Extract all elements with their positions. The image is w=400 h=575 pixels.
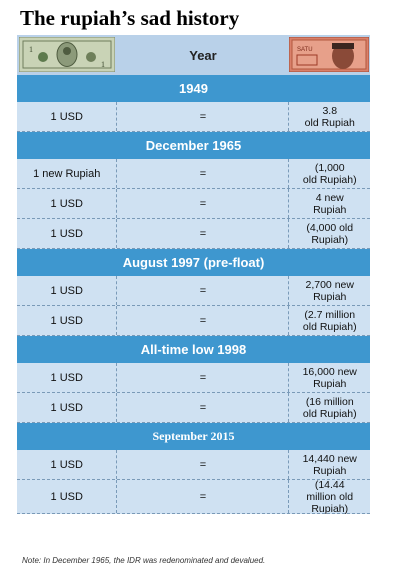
currency-cell: 1 new Rupiah	[17, 159, 118, 188]
value-cell: 14,440 new Rupiah	[302, 452, 357, 477]
exchange-table: 1 1 Year SATU 1949 1 USD = 3.8 old Rupiah De…	[17, 35, 370, 515]
currency-cell: 1 USD	[17, 102, 118, 131]
svg-text:1: 1	[29, 45, 33, 54]
value-cell: (16 million old Rupiah)	[302, 395, 357, 420]
currency-cell: 1 USD	[17, 393, 118, 422]
year-column-header: Year	[189, 47, 217, 63]
currency-cell: 1 USD	[17, 306, 118, 335]
value-cell: (14.44 million old Rupiah)	[306, 478, 354, 515]
equals-cell: =	[117, 306, 290, 335]
value-cell: (1,000 old Rupiah)	[302, 161, 357, 186]
table-row: 1 USD = 3.8 old Rupiah	[17, 102, 370, 132]
currency-cell: 1 USD	[17, 450, 118, 479]
currency-cell: 1 USD	[17, 363, 118, 392]
currency-cell: 1 USD	[17, 480, 118, 513]
value-cell: (4,000 old Rupiah)	[306, 221, 354, 246]
dollar-bill-icon: 1 1	[19, 37, 115, 72]
section-header: 1949	[17, 75, 370, 102]
value-cell: 2,700 new Rupiah	[305, 278, 354, 303]
table-row: 1 new Rupiah = (1,000 old Rupiah)	[17, 159, 370, 189]
currency-cell: 1 USD	[17, 189, 118, 218]
table-row: 1 USD = (16 million old Rupiah)	[17, 393, 370, 423]
equals-cell: =	[117, 276, 290, 305]
equals-cell: =	[117, 450, 290, 479]
table-row: 1 USD = 2,700 new Rupiah	[17, 276, 370, 306]
page-title: The rupiah’s sad history	[20, 6, 240, 30]
table-row: 1 USD = (4,000 old Rupiah)	[17, 219, 370, 249]
equals-cell: =	[117, 189, 290, 218]
rupiah-banknote-icon: SATU	[289, 37, 369, 72]
section-header: All-time low 1998	[17, 336, 370, 363]
table-row: 1 USD = 4 new Rupiah	[17, 189, 370, 219]
section-header: August 1997 (pre-float)	[17, 249, 370, 276]
equals-cell: =	[117, 219, 290, 248]
table-row: 1 USD = 14,440 new Rupiah	[17, 450, 370, 480]
section-header: December 1965	[17, 132, 370, 159]
value-cell: (2.7 million old Rupiah)	[302, 308, 357, 333]
svg-text:SATU: SATU	[297, 47, 313, 53]
equals-cell: =	[117, 159, 290, 188]
equals-cell: =	[117, 480, 290, 513]
svg-text:1: 1	[101, 60, 105, 69]
currency-cell: 1 USD	[17, 219, 118, 248]
section-header: September 2015	[17, 423, 370, 450]
equals-cell: =	[117, 102, 290, 131]
value-cell: 16,000 new Rupiah	[302, 365, 357, 390]
footnote: Note: In December 1965, the IDR was rede…	[22, 556, 266, 565]
table-row: 1 USD = (2.7 million old Rupiah)	[17, 306, 370, 336]
table-header: 1 1 Year SATU	[17, 35, 370, 75]
table-row: 1 USD = (14.44 million old Rupiah)	[17, 478, 370, 515]
equals-cell: =	[117, 393, 290, 422]
equals-cell: =	[117, 363, 290, 392]
value-cell: 3.8 old Rupiah	[304, 104, 355, 129]
value-cell: 4 new Rupiah	[313, 191, 347, 216]
table-row: 1 USD = 16,000 new Rupiah	[17, 363, 370, 393]
currency-cell: 1 USD	[17, 276, 118, 305]
